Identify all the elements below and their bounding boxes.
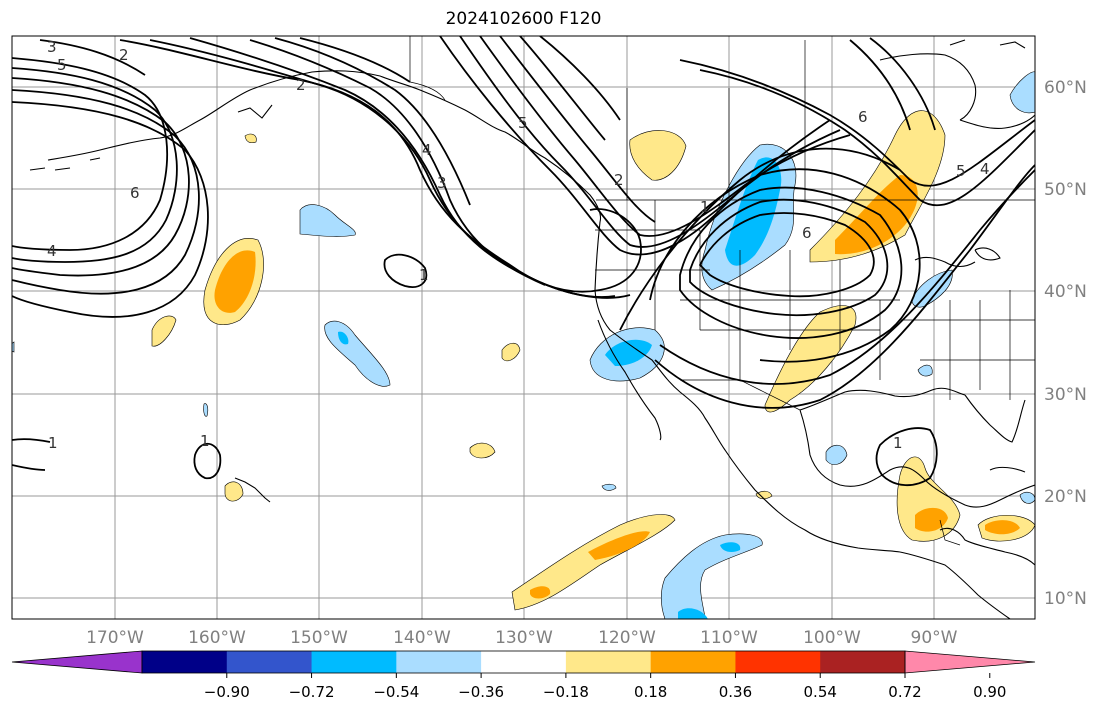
lon-label-130w: 130°W: [495, 628, 553, 648]
contour-label: 1: [700, 198, 710, 216]
colorbar-extend-low: [11, 650, 143, 674]
colorbar-segment: [311, 651, 397, 673]
contour-label: 4: [422, 141, 432, 159]
map-frame: [11, 35, 1036, 620]
contour-label: 5: [518, 114, 528, 132]
contour-label: 5: [57, 56, 67, 74]
colorbar-segment: [565, 651, 652, 673]
colorbar-segment: [142, 651, 228, 673]
colorbar-tick-label: −0.90: [204, 683, 250, 701]
colorbar-tick-label: 0.54: [804, 683, 837, 701]
contour-label: 6: [802, 224, 812, 242]
political-borders: [409, 36, 1035, 546]
contour-label: 2: [296, 76, 306, 94]
negative-anomaly-rockies-core: [725, 157, 782, 266]
contour-label: 1: [48, 434, 58, 452]
contour-label: 3: [47, 38, 57, 56]
colorbar-tick-label: −0.54: [373, 683, 419, 701]
colorbar-tick-label: 0.90: [973, 683, 1006, 701]
colorbar-segment: [226, 651, 313, 673]
contour-label: 1: [893, 434, 903, 452]
latitude-axis: 60°N 50°N 40°N 30°N 20°N 10°N: [1044, 78, 1087, 609]
coastlines: [29, 39, 1035, 619]
contour-label: 1: [200, 432, 210, 450]
colorbar-tick-label: −0.18: [543, 683, 589, 701]
lat-label-50n: 50°N: [1044, 180, 1087, 200]
contour-label: 6: [130, 184, 140, 202]
colorbar-outline: [141, 650, 906, 674]
map-title: 2024102600 F120: [445, 9, 602, 29]
colorbar-segment: [481, 651, 567, 673]
lon-label-120w: 120°W: [598, 628, 656, 648]
contour-label: 6: [858, 108, 868, 126]
lat-label-10n: 10°N: [1044, 589, 1087, 609]
lat-label-20n: 20°N: [1044, 487, 1087, 507]
colorbar-segment: [820, 651, 906, 673]
colorbar-segment: [650, 651, 736, 673]
contour-label-group: 3 5 2 6 4 2 1 4 3 5 2 1 6 6 5 4 1 1 1: [47, 38, 990, 452]
colorbar: −0.90 −0.72 −0.54 −0.36 −0.18 0.18 0.36 0.54 0.7…: [11, 650, 1036, 701]
colorbar-segment: [735, 651, 821, 673]
colorbar-tick-label: 0.36: [719, 683, 752, 701]
longitude-axis: 170°W 160°W 150°W 140°W 130°W 120°W 110°…: [86, 628, 958, 648]
contour-label: 5: [956, 162, 966, 180]
colorbar-tick-label: 0.18: [634, 683, 667, 701]
colorbar-segment: [396, 651, 482, 673]
contour-label: 3: [437, 174, 447, 192]
lon-label-110w: 110°W: [700, 628, 758, 648]
colorbar-tick-label: −0.72: [289, 683, 335, 701]
lat-label-30n: 30°N: [1044, 385, 1087, 405]
lon-label-170w: 170°W: [86, 628, 144, 648]
lon-label-100w: 100°W: [803, 628, 861, 648]
lon-label-90w: 90°W: [911, 628, 958, 648]
colorbar-tick-label: −0.36: [458, 683, 504, 701]
contour-label: 4: [47, 242, 57, 260]
lon-label-150w: 150°W: [290, 628, 348, 648]
contour-label: 2: [614, 171, 624, 189]
lon-label-160w: 160°W: [188, 628, 246, 648]
lon-label-140w: 140°W: [393, 628, 451, 648]
contour-label: 4: [980, 160, 990, 178]
contour-label: 1: [419, 266, 429, 284]
positive-anomaly-great-plains-core: [835, 175, 918, 255]
positive-anomaly-north-pacific-core: [214, 250, 256, 313]
colorbar-tick-label: 0.72: [888, 683, 921, 701]
contour-label: 2: [119, 46, 129, 64]
colorbar-extend-high: [904, 650, 1036, 674]
contour-lines: [12, 36, 1035, 487]
lat-label-60n: 60°N: [1044, 78, 1087, 98]
lat-label-40n: 40°N: [1044, 282, 1087, 302]
